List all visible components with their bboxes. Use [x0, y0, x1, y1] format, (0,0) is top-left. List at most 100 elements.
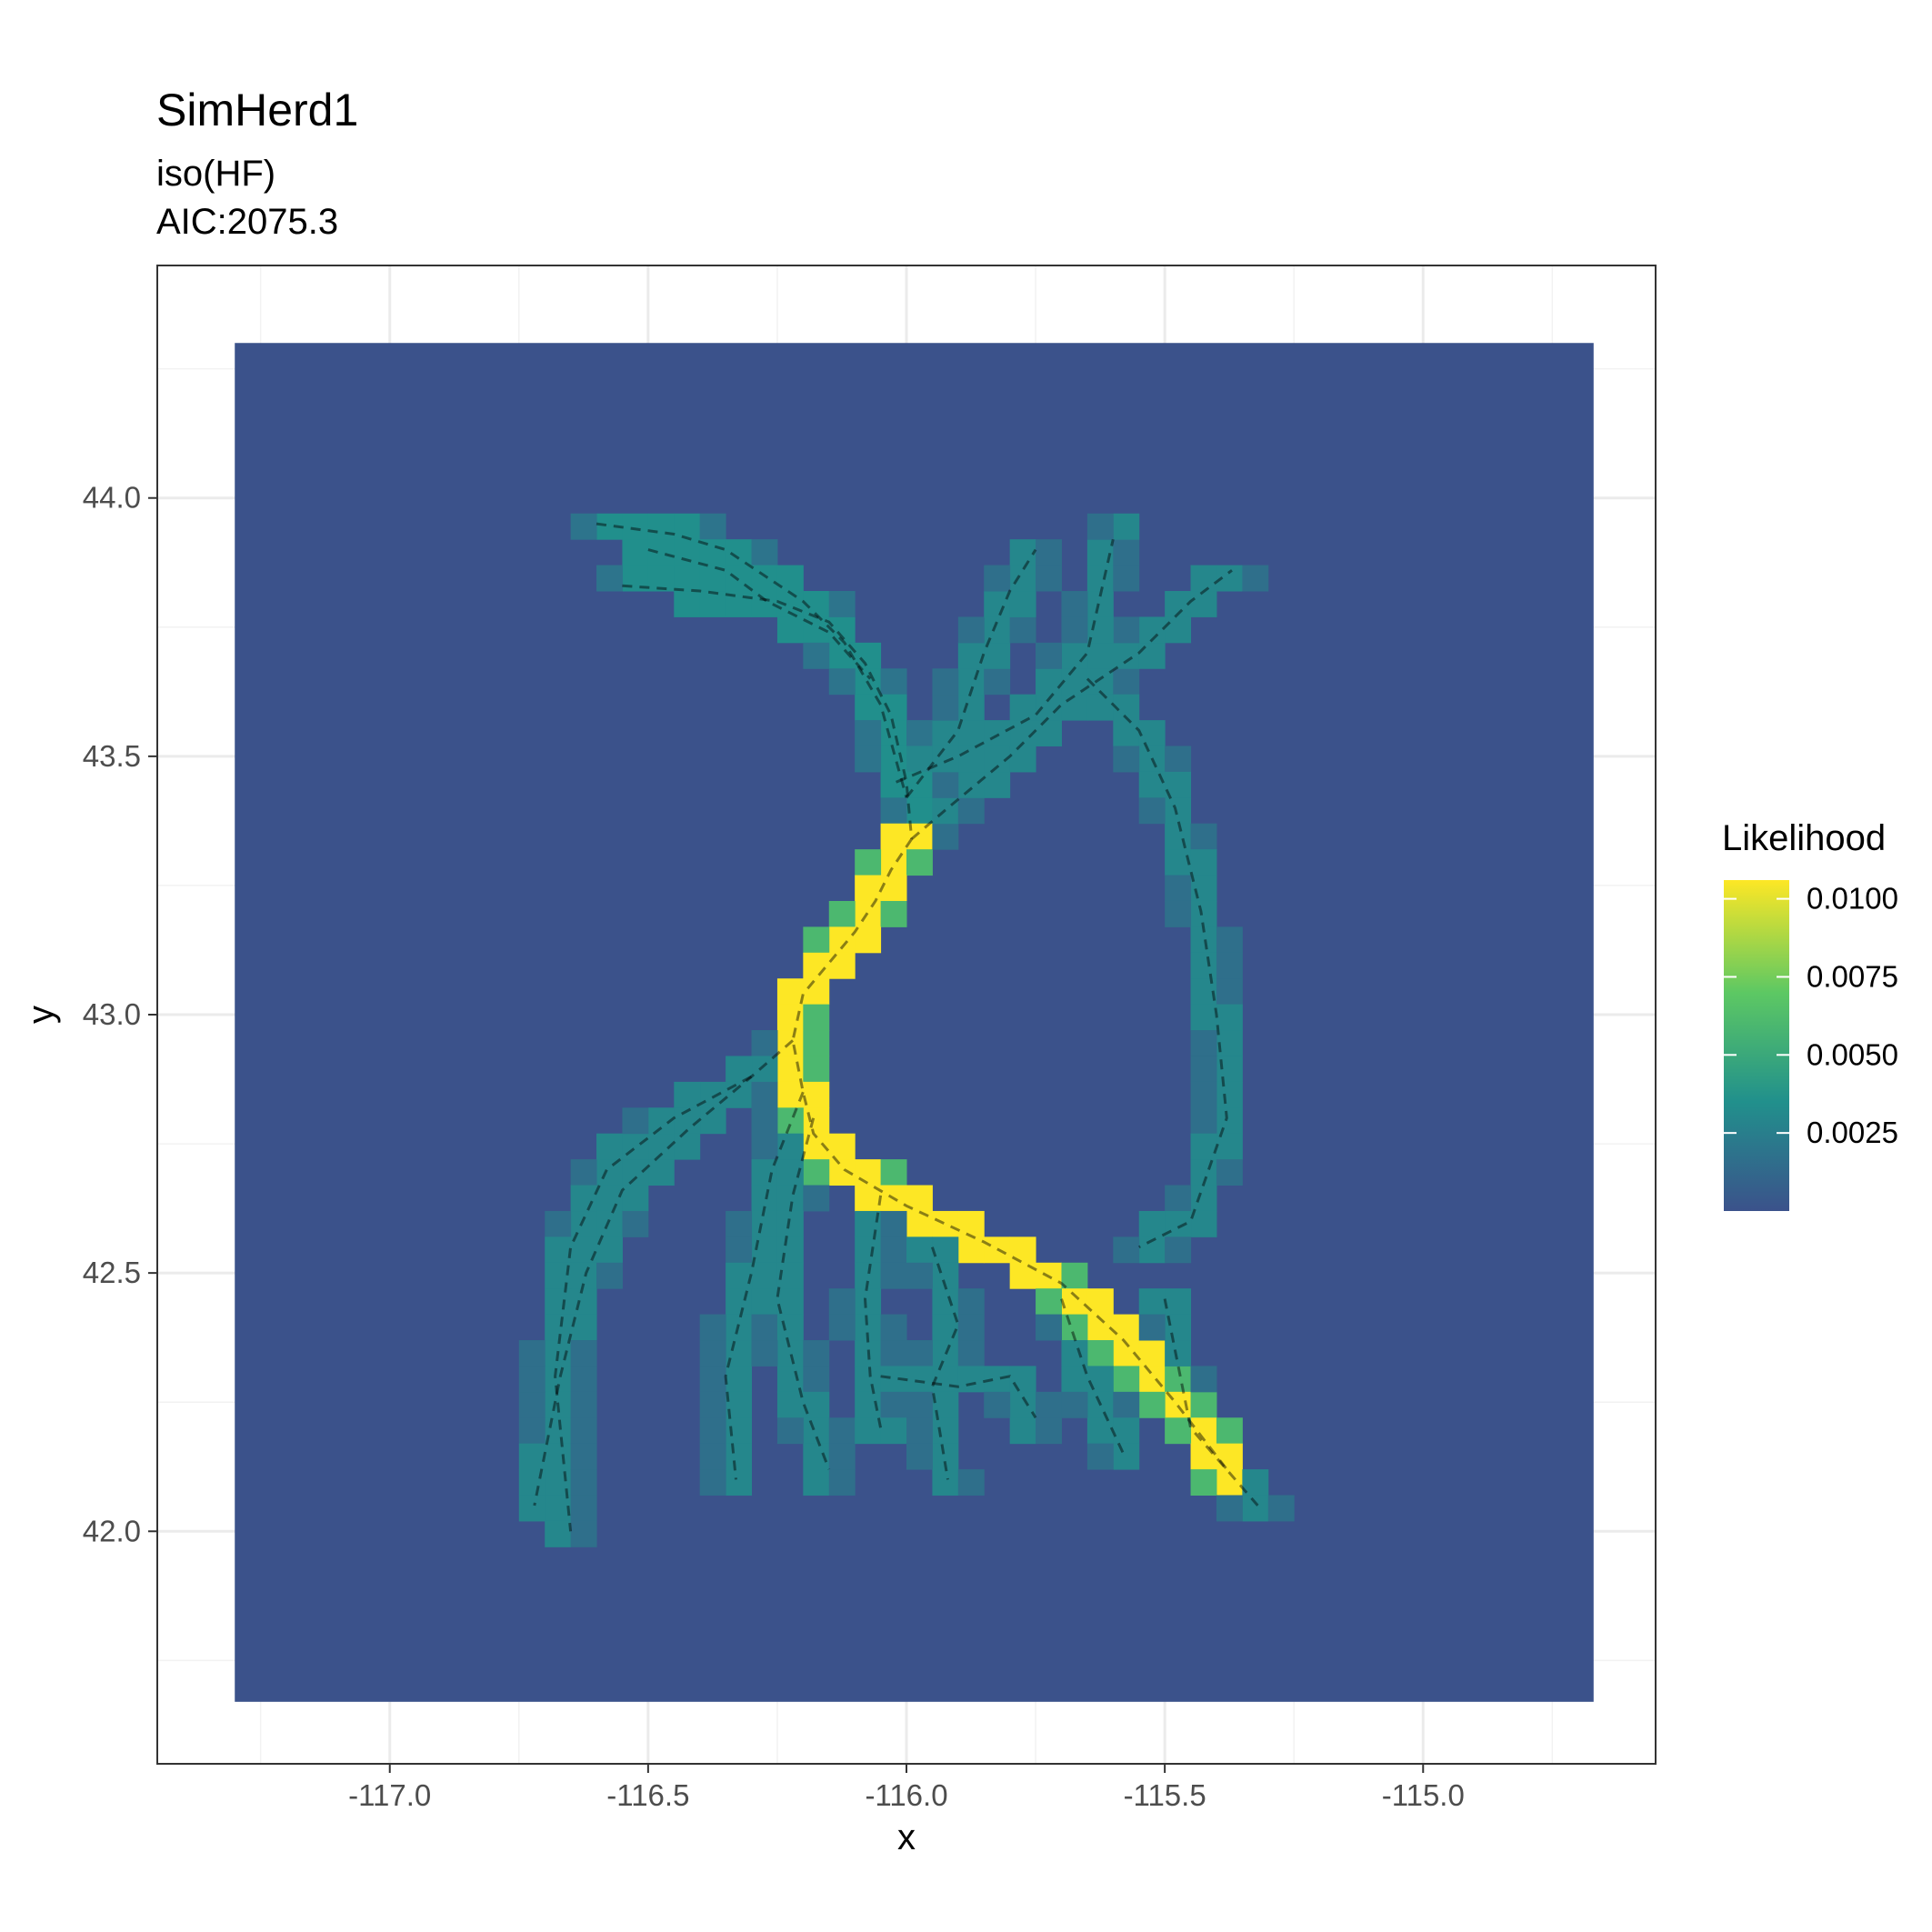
raster-cell [751, 1236, 778, 1264]
legend-tick-label: 0.0075 [1807, 959, 1898, 993]
raster-cell [1190, 1159, 1217, 1186]
raster-cell [932, 720, 959, 746]
raster-cell [1165, 849, 1192, 876]
raster-cell [699, 1443, 726, 1470]
raster-cell [1216, 952, 1243, 979]
raster-cell [880, 797, 907, 825]
track-path [596, 522, 908, 798]
raster-cell [726, 1081, 753, 1108]
raster-cell [984, 591, 1011, 617]
raster-cell [957, 1288, 985, 1316]
raster-cell [596, 1133, 623, 1160]
raster-cell [1061, 616, 1088, 644]
raster-cell [699, 1391, 726, 1418]
raster-cell [1190, 1081, 1217, 1108]
raster-cell [545, 1262, 572, 1289]
raster-cell [1165, 1417, 1192, 1445]
raster-cell [1036, 642, 1062, 669]
legend: Likelihood 0.0025 0.0050 0.0075 0.0100 [1722, 818, 1898, 1211]
raster-cell [570, 1469, 597, 1496]
raster-cell [855, 642, 882, 669]
raster-cell [906, 849, 933, 876]
raster-cell [1138, 616, 1166, 644]
raster-cell [699, 1469, 726, 1496]
raster-cell [880, 1236, 907, 1264]
raster-cell [1061, 668, 1088, 696]
raster-cell [880, 1417, 907, 1445]
raster-cell [828, 1314, 856, 1341]
raster-cell [1216, 1004, 1243, 1031]
raster-cell [699, 1314, 726, 1341]
raster-cell [1061, 694, 1088, 721]
raster-cell [699, 591, 726, 617]
raster-cell [1086, 513, 1114, 540]
track-path [863, 1195, 883, 1428]
raster-cell [1086, 1417, 1114, 1445]
raster-cell [596, 1159, 623, 1186]
raster-cell [880, 694, 907, 721]
raster-cell [596, 1185, 623, 1212]
raster-cell [1267, 1495, 1295, 1522]
raster-cell [545, 1495, 572, 1522]
x-tick-label: -116.5 [606, 1778, 689, 1812]
raster-cell [855, 849, 882, 876]
raster-cell [699, 1107, 726, 1135]
raster-cell [803, 978, 830, 1006]
raster-cell [803, 616, 830, 644]
raster-cell [1113, 1417, 1140, 1445]
raster-cell [751, 539, 778, 566]
raster-cell [1113, 1443, 1140, 1470]
raster-cell [776, 1236, 804, 1264]
track-path [1086, 677, 1228, 1249]
raster-cell [570, 1236, 597, 1264]
raster-cell [1086, 1366, 1114, 1393]
raster-cell [1190, 823, 1217, 850]
raster-cell [776, 1366, 804, 1393]
raster-cell [855, 746, 882, 773]
raster-cell [1190, 1030, 1217, 1056]
raster-cell [776, 1262, 804, 1289]
raster-cell [855, 1185, 882, 1212]
raster-cell [726, 565, 753, 592]
raster-cell [1190, 1469, 1217, 1496]
raster-cell [1165, 1366, 1192, 1393]
x-tick-label: -116.0 [865, 1778, 947, 1812]
y-tick-label: 42.0 [83, 1514, 141, 1547]
raster-cell [957, 1340, 985, 1366]
raster-cell [1036, 565, 1062, 592]
raster-cell [751, 591, 778, 617]
raster-cell [932, 771, 959, 798]
raster-cell [803, 1081, 830, 1108]
raster-cell [906, 1210, 933, 1237]
raster-cell [828, 1417, 856, 1445]
chart-subtitle-line-1: iso(HF) [156, 154, 275, 194]
raster-cell [855, 926, 882, 954]
raster-cell [932, 1469, 959, 1496]
raster-cell [726, 1366, 753, 1393]
raster-cell [1138, 1340, 1166, 1366]
raster-cell [726, 1391, 753, 1418]
raster-cell [855, 1210, 882, 1237]
raster-cell [751, 1262, 778, 1289]
raster-cell [1165, 1314, 1192, 1341]
raster-cell [984, 720, 1011, 746]
raster-cell [1061, 1262, 1088, 1289]
raster-cell [1165, 797, 1192, 825]
raster-cell [1190, 1443, 1217, 1470]
raster-cell [1190, 1391, 1217, 1418]
raster-cell [776, 978, 804, 1006]
raster-cell [1086, 565, 1114, 592]
raster-cell [803, 1185, 830, 1212]
raster-cell [1113, 539, 1140, 566]
raster-cell [726, 1443, 753, 1470]
raster-cell [647, 513, 675, 540]
raster-cell [1009, 616, 1036, 644]
raster-cell [1036, 1417, 1062, 1445]
raster-cell [932, 1443, 959, 1470]
raster-cell [1086, 616, 1114, 644]
raster-cell [1009, 591, 1036, 617]
raster-cell [880, 900, 907, 927]
raster-cell [1165, 1391, 1192, 1418]
raster-cell [1190, 952, 1217, 979]
